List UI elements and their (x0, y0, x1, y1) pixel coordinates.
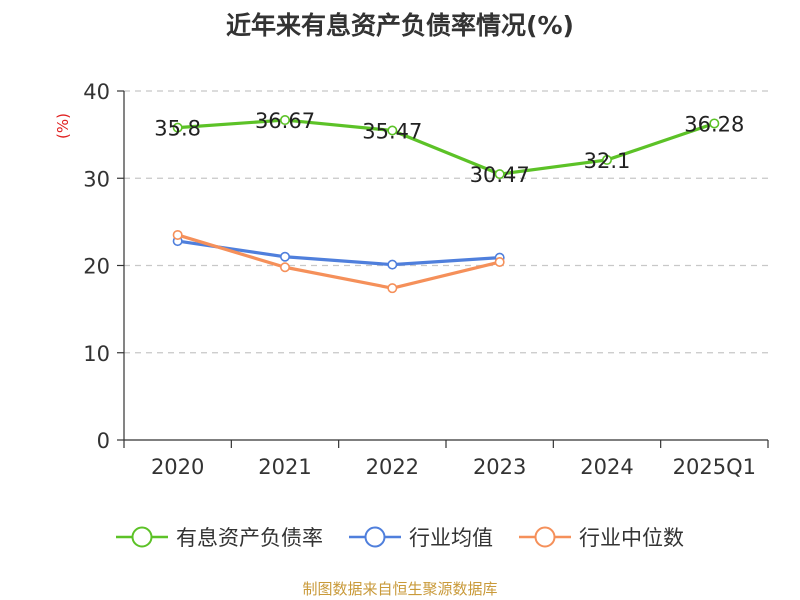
source-note: 制图数据来自恒生聚源数据库 (302, 580, 498, 598)
y-tick-label: 40 (83, 80, 110, 104)
chart-title: 近年来有息资产负债率情况(%) (226, 11, 574, 40)
series-line-0 (177, 118, 715, 176)
x-tick-label-2020: 2020 (151, 455, 204, 479)
series-point-0-2022 (387, 125, 398, 136)
series-layer (172, 115, 720, 294)
series-line-1 (177, 239, 500, 267)
data-label-2025Q1: 36.28 (684, 112, 744, 136)
data-label-2020: 35.8 (154, 117, 201, 141)
series-point-1-2022 (387, 259, 398, 270)
data-label-2021: 36.67 (255, 109, 315, 133)
data-label-2024: 32.1 (584, 149, 631, 173)
legend-label-0: 有息资产负债率 (176, 526, 323, 550)
y-axis-label: (%) (54, 113, 72, 139)
series-line-2 (177, 233, 501, 290)
legend-marker-2 (534, 526, 556, 548)
series-point-2-2021 (279, 262, 290, 273)
series-point-0-2024 (601, 154, 612, 165)
grid-layer (124, 90, 768, 354)
x-tick-label-2025Q1: 2025Q1 (673, 455, 756, 479)
series-point-2-2020 (172, 229, 183, 240)
x-tick-label-2022: 2022 (366, 455, 419, 479)
series-point-1-2021 (279, 251, 290, 262)
data-label-2022: 35.47 (362, 120, 422, 144)
legend-item-1[interactable]: 行业均值 (349, 526, 493, 550)
legend-item-2[interactable]: 行业中位数 (519, 526, 684, 550)
series-point-2-2022 (387, 283, 398, 294)
x-tick-label-2023: 2023 (473, 455, 526, 479)
series-point-2-2023 (494, 257, 505, 268)
legend-marker-0 (131, 526, 153, 548)
legend-item-0[interactable]: 有息资产负债率 (116, 526, 323, 550)
y-tick-label: 10 (83, 342, 110, 366)
label-layer: 35.8 36.67 35.47 30.47 32.1 36.28 (154, 109, 744, 187)
series-point-0-2025Q1 (709, 118, 720, 129)
series-point-0-2020 (172, 122, 183, 133)
series-point-0-2023 (494, 169, 505, 180)
x-tick-label-2024: 2024 (580, 455, 633, 479)
legend-layer: 有息资产负债率 行业均值 行业中位数 (116, 526, 684, 550)
data-label-2023: 30.47 (470, 163, 530, 187)
x-tick-label-2021: 2021 (258, 455, 311, 479)
series-point-0-2021 (279, 115, 290, 126)
legend-marker-1 (364, 526, 386, 548)
axis-layer: 0 10 20 30 40 (%) 2020 2021 2022 2023 2024 2025Q1 (54, 80, 769, 479)
y-tick-label: 30 (83, 167, 110, 191)
legend-label-1: 行业均值 (409, 526, 493, 550)
y-tick-label: 0 (97, 429, 110, 453)
legend-label-2: 行业中位数 (579, 526, 684, 550)
y-tick-label: 20 (83, 255, 110, 279)
